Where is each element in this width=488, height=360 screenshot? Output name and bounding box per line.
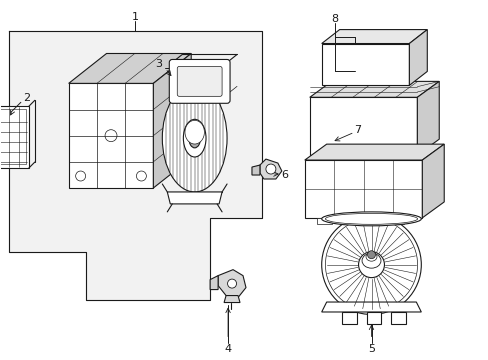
Ellipse shape xyxy=(321,215,421,315)
Polygon shape xyxy=(309,97,416,155)
Polygon shape xyxy=(416,81,438,155)
Text: 4: 4 xyxy=(224,345,231,354)
Polygon shape xyxy=(309,81,438,97)
FancyBboxPatch shape xyxy=(177,67,222,96)
Circle shape xyxy=(227,279,236,288)
Polygon shape xyxy=(224,296,240,302)
Polygon shape xyxy=(366,312,381,324)
Polygon shape xyxy=(321,30,427,44)
Bar xyxy=(388,218,404,224)
Polygon shape xyxy=(304,160,422,218)
Bar xyxy=(339,218,354,224)
Text: 8: 8 xyxy=(330,14,338,24)
Bar xyxy=(316,218,331,224)
Polygon shape xyxy=(390,312,406,324)
Ellipse shape xyxy=(366,252,376,261)
Polygon shape xyxy=(341,312,356,324)
Polygon shape xyxy=(321,44,408,85)
Text: 2: 2 xyxy=(23,93,30,103)
Polygon shape xyxy=(68,84,153,188)
Polygon shape xyxy=(408,30,427,85)
Text: 7: 7 xyxy=(353,125,360,135)
Ellipse shape xyxy=(188,129,200,148)
Ellipse shape xyxy=(358,252,384,278)
Polygon shape xyxy=(210,276,218,289)
Text: 3: 3 xyxy=(155,59,162,69)
FancyBboxPatch shape xyxy=(169,59,229,103)
Ellipse shape xyxy=(325,213,417,224)
Polygon shape xyxy=(167,192,222,204)
Polygon shape xyxy=(260,159,281,179)
Polygon shape xyxy=(218,270,245,298)
Ellipse shape xyxy=(183,119,205,157)
Polygon shape xyxy=(422,144,443,218)
Circle shape xyxy=(367,251,375,259)
Ellipse shape xyxy=(361,253,380,268)
Text: 1: 1 xyxy=(132,12,139,22)
Text: 6: 6 xyxy=(281,170,288,180)
Circle shape xyxy=(265,164,275,174)
Polygon shape xyxy=(9,31,262,300)
Polygon shape xyxy=(0,106,29,168)
Polygon shape xyxy=(68,54,191,84)
Polygon shape xyxy=(304,144,443,160)
Ellipse shape xyxy=(325,219,417,311)
Polygon shape xyxy=(153,54,191,188)
Ellipse shape xyxy=(184,120,204,144)
Polygon shape xyxy=(321,302,421,312)
Polygon shape xyxy=(251,165,260,175)
Ellipse shape xyxy=(162,84,226,192)
Ellipse shape xyxy=(321,212,421,226)
Text: 5: 5 xyxy=(367,345,374,354)
